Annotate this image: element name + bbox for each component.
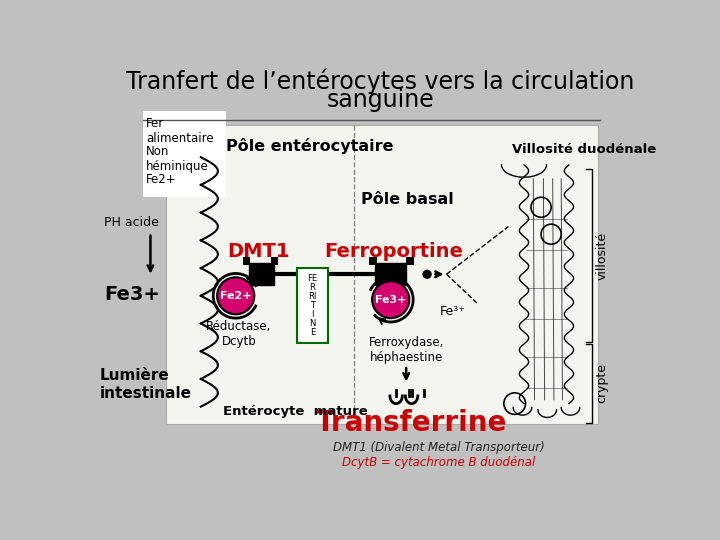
Text: Pôle basal: Pôle basal	[361, 192, 454, 207]
Text: FE
R
RI
T
I
N
E: FE R RI T I N E	[307, 274, 318, 336]
Text: Transferrine: Transferrine	[316, 409, 508, 437]
Text: Tranfert de l’entérocytes vers la circulation: Tranfert de l’entérocytes vers la circul…	[127, 69, 635, 94]
Text: Fer
alimentaire: Fer alimentaire	[145, 117, 213, 145]
Text: Fe3+: Fe3+	[375, 295, 406, 305]
Text: DMT1 (Divalent Metal Transporteur): DMT1 (Divalent Metal Transporteur)	[333, 441, 544, 454]
Text: Fe3+: Fe3+	[104, 285, 160, 304]
Text: PH acide: PH acide	[104, 216, 159, 229]
Bar	[243, 257, 251, 265]
Text: DMT1: DMT1	[228, 241, 290, 261]
Circle shape	[217, 278, 254, 314]
Text: Villosité duodénale: Villosité duodénale	[513, 143, 657, 156]
FancyBboxPatch shape	[143, 111, 226, 197]
Text: Ferroxydase,
héphaestine: Ferroxydase, héphaestine	[369, 336, 444, 364]
Text: Pôle entérocytaire: Pôle entérocytaire	[225, 138, 393, 154]
FancyBboxPatch shape	[166, 125, 598, 423]
Bar	[249, 264, 274, 285]
Circle shape	[423, 269, 432, 279]
Text: Fe2+: Fe2+	[220, 291, 251, 301]
Bar	[369, 257, 377, 265]
Text: Ferroportine: Ferroportine	[325, 241, 463, 261]
Bar	[375, 264, 406, 285]
Text: villosité: villosité	[595, 232, 608, 280]
Text: Entérocyte  mature: Entérocyte mature	[223, 405, 368, 418]
Bar	[406, 257, 414, 265]
Text: Fe³⁺: Fe³⁺	[440, 305, 466, 318]
Text: Non
héminique: Non héminique	[145, 145, 209, 173]
Text: DcytB = cytachrome B duodénal: DcytB = cytachrome B duodénal	[342, 456, 536, 469]
Text: crypte: crypte	[595, 363, 608, 403]
Text: Fe2+: Fe2+	[145, 173, 176, 186]
Text: Lumière
intestinale: Lumière intestinale	[99, 368, 192, 401]
FancyBboxPatch shape	[297, 268, 328, 343]
Text: Réductase,
Dcytb: Réductase, Dcytb	[206, 320, 271, 348]
Bar	[271, 257, 279, 265]
Text: sanguine: sanguine	[327, 88, 434, 112]
Circle shape	[372, 281, 409, 318]
